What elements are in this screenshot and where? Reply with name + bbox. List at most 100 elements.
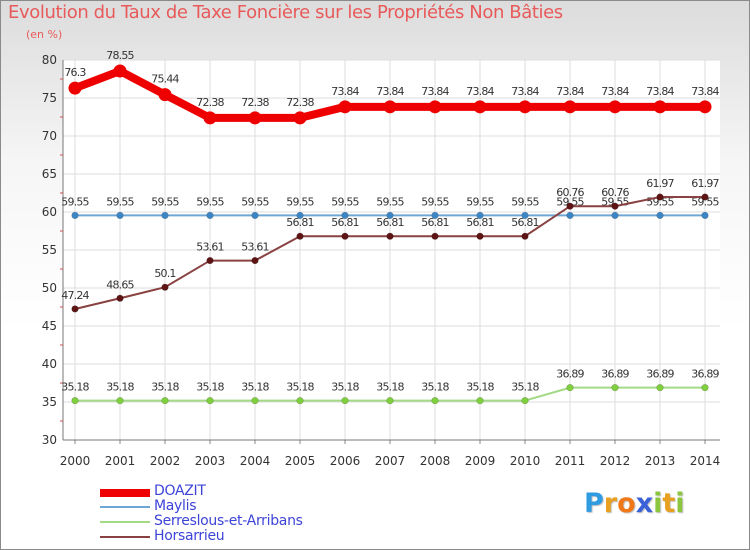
data-point-horsarrieu [341, 232, 349, 240]
data-label-maylis: 59.55 [691, 195, 719, 208]
data-point-serreslous [251, 397, 259, 405]
data-point-doazit [158, 88, 172, 102]
data-point-maylis [251, 211, 259, 220]
data-point-horsarrieu [611, 202, 619, 210]
data-point-horsarrieu [71, 305, 79, 313]
y-tick-label: 30 [42, 433, 57, 447]
data-label-doazit: 76.3 [64, 66, 86, 79]
data-point-maylis [656, 211, 664, 220]
data-label-doazit: 73.84 [511, 85, 539, 98]
x-tick-label: 2003 [195, 454, 226, 468]
data-point-horsarrieu [206, 256, 214, 265]
data-point-serreslous [161, 397, 169, 405]
data-label-horsarrieu: 53.61 [241, 241, 269, 254]
x-tick-label: 2006 [330, 454, 361, 468]
data-label-doazit: 72.38 [196, 96, 224, 109]
data-point-serreslous [476, 397, 484, 405]
data-point-horsarrieu [431, 232, 439, 240]
data-label-serreslous: 35.18 [241, 381, 269, 394]
y-tick-label: 75 [42, 91, 57, 105]
data-point-horsarrieu [386, 232, 394, 240]
y-tick-label: 45 [42, 319, 57, 333]
data-label-horsarrieu: 60.76 [601, 186, 629, 199]
data-point-maylis [341, 211, 349, 220]
data-label-doazit: 75.44 [151, 73, 179, 86]
data-point-serreslous [341, 397, 349, 405]
legend-swatch-maylis [100, 506, 150, 508]
data-point-maylis [161, 211, 169, 220]
data-point-horsarrieu [521, 232, 529, 240]
data-point-maylis [521, 211, 529, 220]
data-label-doazit: 72.38 [241, 96, 269, 109]
x-tick-label: 2002 [150, 454, 181, 468]
data-label-maylis: 59.55 [196, 195, 224, 208]
data-label-doazit: 73.84 [691, 85, 719, 98]
data-point-maylis [116, 211, 124, 220]
data-label-serreslous: 35.18 [331, 381, 359, 394]
data-label-serreslous: 35.18 [286, 381, 314, 394]
data-point-horsarrieu [251, 256, 259, 265]
proxiti-logo: Proxiti [584, 488, 685, 519]
data-label-serreslous: 36.89 [601, 368, 629, 381]
data-label-maylis: 59.55 [106, 195, 134, 208]
data-label-serreslous: 35.18 [376, 381, 404, 394]
legend-label-serreslous: Serreslous-et-Arribans [154, 513, 303, 529]
data-label-maylis: 59.55 [241, 195, 269, 208]
legend-swatch-doazit [100, 489, 150, 497]
data-point-serreslous [386, 397, 394, 405]
data-label-maylis: 59.55 [511, 195, 539, 208]
data-label-doazit: 73.84 [421, 85, 449, 98]
data-label-maylis: 59.55 [556, 195, 584, 208]
data-point-serreslous [431, 397, 439, 405]
data-point-doazit [338, 100, 352, 114]
data-point-horsarrieu [656, 193, 664, 201]
data-point-doazit [68, 81, 82, 95]
data-point-maylis [206, 211, 214, 220]
logo-letter: i [675, 488, 685, 519]
data-label-horsarrieu: 50.1 [154, 267, 175, 280]
data-point-doazit [428, 100, 442, 114]
x-tick-label: 2011 [555, 454, 586, 468]
data-label-maylis: 59.55 [466, 195, 494, 208]
x-tick-label: 2009 [465, 454, 496, 468]
data-label-horsarrieu: 56.81 [466, 216, 494, 229]
data-label-horsarrieu: 61.97 [646, 177, 674, 190]
y-tick-label: 65 [42, 167, 57, 181]
y-tick-label: 50 [42, 281, 57, 295]
data-label-doazit: 78.55 [106, 49, 134, 62]
data-label-maylis: 59.55 [421, 195, 449, 208]
chart-title: Evolution du Taux de Taxe Foncière sur l… [8, 2, 563, 23]
data-point-serreslous [206, 397, 214, 405]
data-label-maylis: 59.55 [331, 195, 359, 208]
data-label-horsarrieu: 53.61 [196, 241, 224, 254]
legend-swatch-horsarrieu [100, 536, 150, 538]
data-label-doazit: 73.84 [646, 85, 674, 98]
data-point-serreslous [521, 397, 529, 405]
data-point-doazit [518, 100, 532, 114]
x-tick-label: 2014 [690, 454, 721, 468]
logo-letter: t [662, 488, 676, 519]
data-label-doazit: 72.38 [286, 96, 314, 109]
data-label-serreslous: 35.18 [106, 381, 134, 394]
data-point-serreslous [566, 384, 574, 392]
data-point-doazit [248, 111, 262, 125]
data-label-horsarrieu: 48.65 [106, 278, 134, 291]
data-label-serreslous: 35.18 [61, 381, 89, 394]
data-label-doazit: 73.84 [556, 85, 584, 98]
data-label-horsarrieu: 60.76 [556, 186, 584, 199]
data-point-horsarrieu [116, 294, 124, 302]
logo-letter: o [617, 488, 636, 519]
y-axis-unit: (en %) [26, 28, 63, 41]
y-tick-label: 35 [42, 395, 57, 409]
data-label-horsarrieu: 61.97 [691, 177, 719, 190]
logo-letter: r [603, 488, 618, 519]
data-point-doazit [203, 111, 217, 125]
legend-label-doazit: DOAZIT [154, 483, 206, 499]
data-point-serreslous [611, 384, 619, 392]
data-point-doazit [293, 111, 307, 125]
data-point-doazit [653, 100, 667, 114]
data-label-serreslous: 36.89 [556, 368, 584, 381]
data-point-horsarrieu [296, 232, 304, 240]
data-point-serreslous [701, 384, 709, 392]
data-label-doazit: 73.84 [376, 85, 404, 98]
